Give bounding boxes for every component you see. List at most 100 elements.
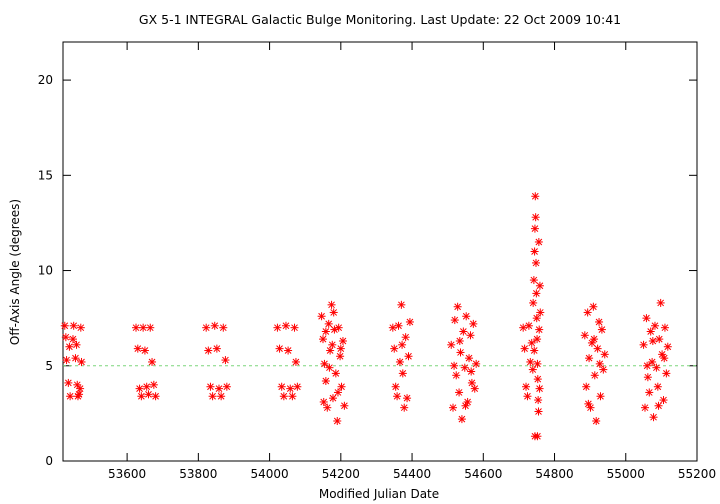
data-point [663, 342, 672, 351]
data-point [279, 392, 288, 401]
data-point-stroke [597, 392, 604, 400]
data-point [662, 369, 671, 378]
data-point-stroke [204, 347, 212, 354]
data-point [398, 369, 407, 378]
data-point-stroke [77, 324, 85, 332]
data-point [76, 384, 85, 393]
y-tick-label: 0 [45, 454, 53, 468]
data-point-stroke [531, 192, 539, 200]
data-point [590, 371, 599, 380]
data-point-stroke [66, 343, 73, 351]
data-point [277, 382, 286, 391]
data-point-stroke [276, 345, 283, 352]
data-point [455, 337, 464, 346]
data-point [139, 323, 148, 332]
data-point [73, 380, 82, 389]
data-point [333, 417, 342, 426]
data-point [320, 359, 329, 368]
data-point [649, 413, 658, 422]
data-point-stroke [318, 312, 325, 320]
data-point-stroke [641, 404, 649, 412]
data-point [582, 382, 591, 391]
data-point-stroke [399, 370, 407, 377]
data-point [148, 357, 157, 366]
data-point [206, 382, 215, 391]
data-point [656, 298, 665, 307]
data-point [319, 335, 328, 344]
data-point-stroke [661, 324, 669, 332]
data-point-stroke [456, 337, 464, 345]
data-point [275, 344, 284, 353]
data-point [68, 335, 77, 344]
data-point [288, 392, 297, 401]
data-point [459, 327, 468, 336]
data-point-stroke [337, 345, 345, 352]
data-point [530, 247, 539, 256]
data-point-stroke [462, 402, 469, 410]
data-point [77, 357, 86, 366]
data-point [462, 312, 471, 321]
data-point [333, 388, 342, 397]
axes: 53600 53800 54000 54200 54400 54600 54800 55000… [38, 42, 716, 481]
data-point-stroke [202, 324, 210, 332]
data-point-stroke [326, 364, 333, 372]
data-point-stroke [663, 370, 670, 377]
data-point-stroke [406, 318, 414, 326]
data-point-stroke [62, 333, 70, 341]
data-point-stroke [278, 383, 286, 391]
data-point-stroke [449, 404, 457, 412]
data-point [273, 323, 282, 332]
data-point [589, 302, 598, 311]
data-point [65, 342, 74, 351]
data-point [449, 403, 458, 412]
data-point-stroke [469, 320, 477, 328]
data-point-stroke [332, 370, 340, 377]
data-point-stroke [472, 360, 480, 368]
data-point-stroke [136, 385, 143, 392]
data-point [336, 352, 345, 361]
data-point [403, 394, 412, 403]
data-point [324, 319, 333, 328]
data-point [532, 289, 541, 298]
data-point [640, 403, 649, 412]
data-point-stroke [459, 328, 467, 335]
data-point-stroke [524, 392, 531, 400]
data-point-stroke [536, 385, 543, 392]
data-point-stroke [146, 324, 154, 332]
data-point [323, 403, 332, 412]
data-point-stroke [655, 335, 663, 343]
data-point-stroke [531, 225, 539, 232]
data-point [596, 392, 605, 401]
data-point [461, 401, 470, 410]
data-point [648, 337, 657, 346]
data-point [60, 321, 69, 330]
data-point-stroke [647, 328, 655, 335]
data-point [580, 331, 589, 340]
data-point [66, 392, 75, 401]
data-point-stroke [319, 335, 327, 343]
data-point [535, 325, 544, 334]
data-point-stroke [535, 326, 543, 333]
data-point-stroke [522, 383, 530, 391]
data-point [388, 323, 397, 332]
data-point [222, 382, 231, 391]
data-point-stroke [536, 282, 544, 290]
data-point [73, 392, 82, 401]
data-point-stroke [528, 339, 536, 347]
data-point-stroke [465, 354, 473, 362]
data-point-stroke [282, 322, 290, 330]
data-point-stroke [78, 358, 85, 366]
data-point-stroke [447, 341, 455, 349]
data-point-stroke [532, 259, 540, 267]
data-point-stroke [649, 337, 657, 345]
data-point-stroke [403, 394, 411, 402]
data-point-stroke [145, 390, 152, 398]
data-marks [60, 192, 697, 441]
x-tick-label: 55000 [607, 467, 645, 481]
data-point [284, 346, 293, 355]
data-point-stroke [525, 322, 533, 330]
data-point-stroke [61, 322, 69, 330]
data-point [394, 321, 403, 330]
data-point-stroke [457, 349, 464, 356]
